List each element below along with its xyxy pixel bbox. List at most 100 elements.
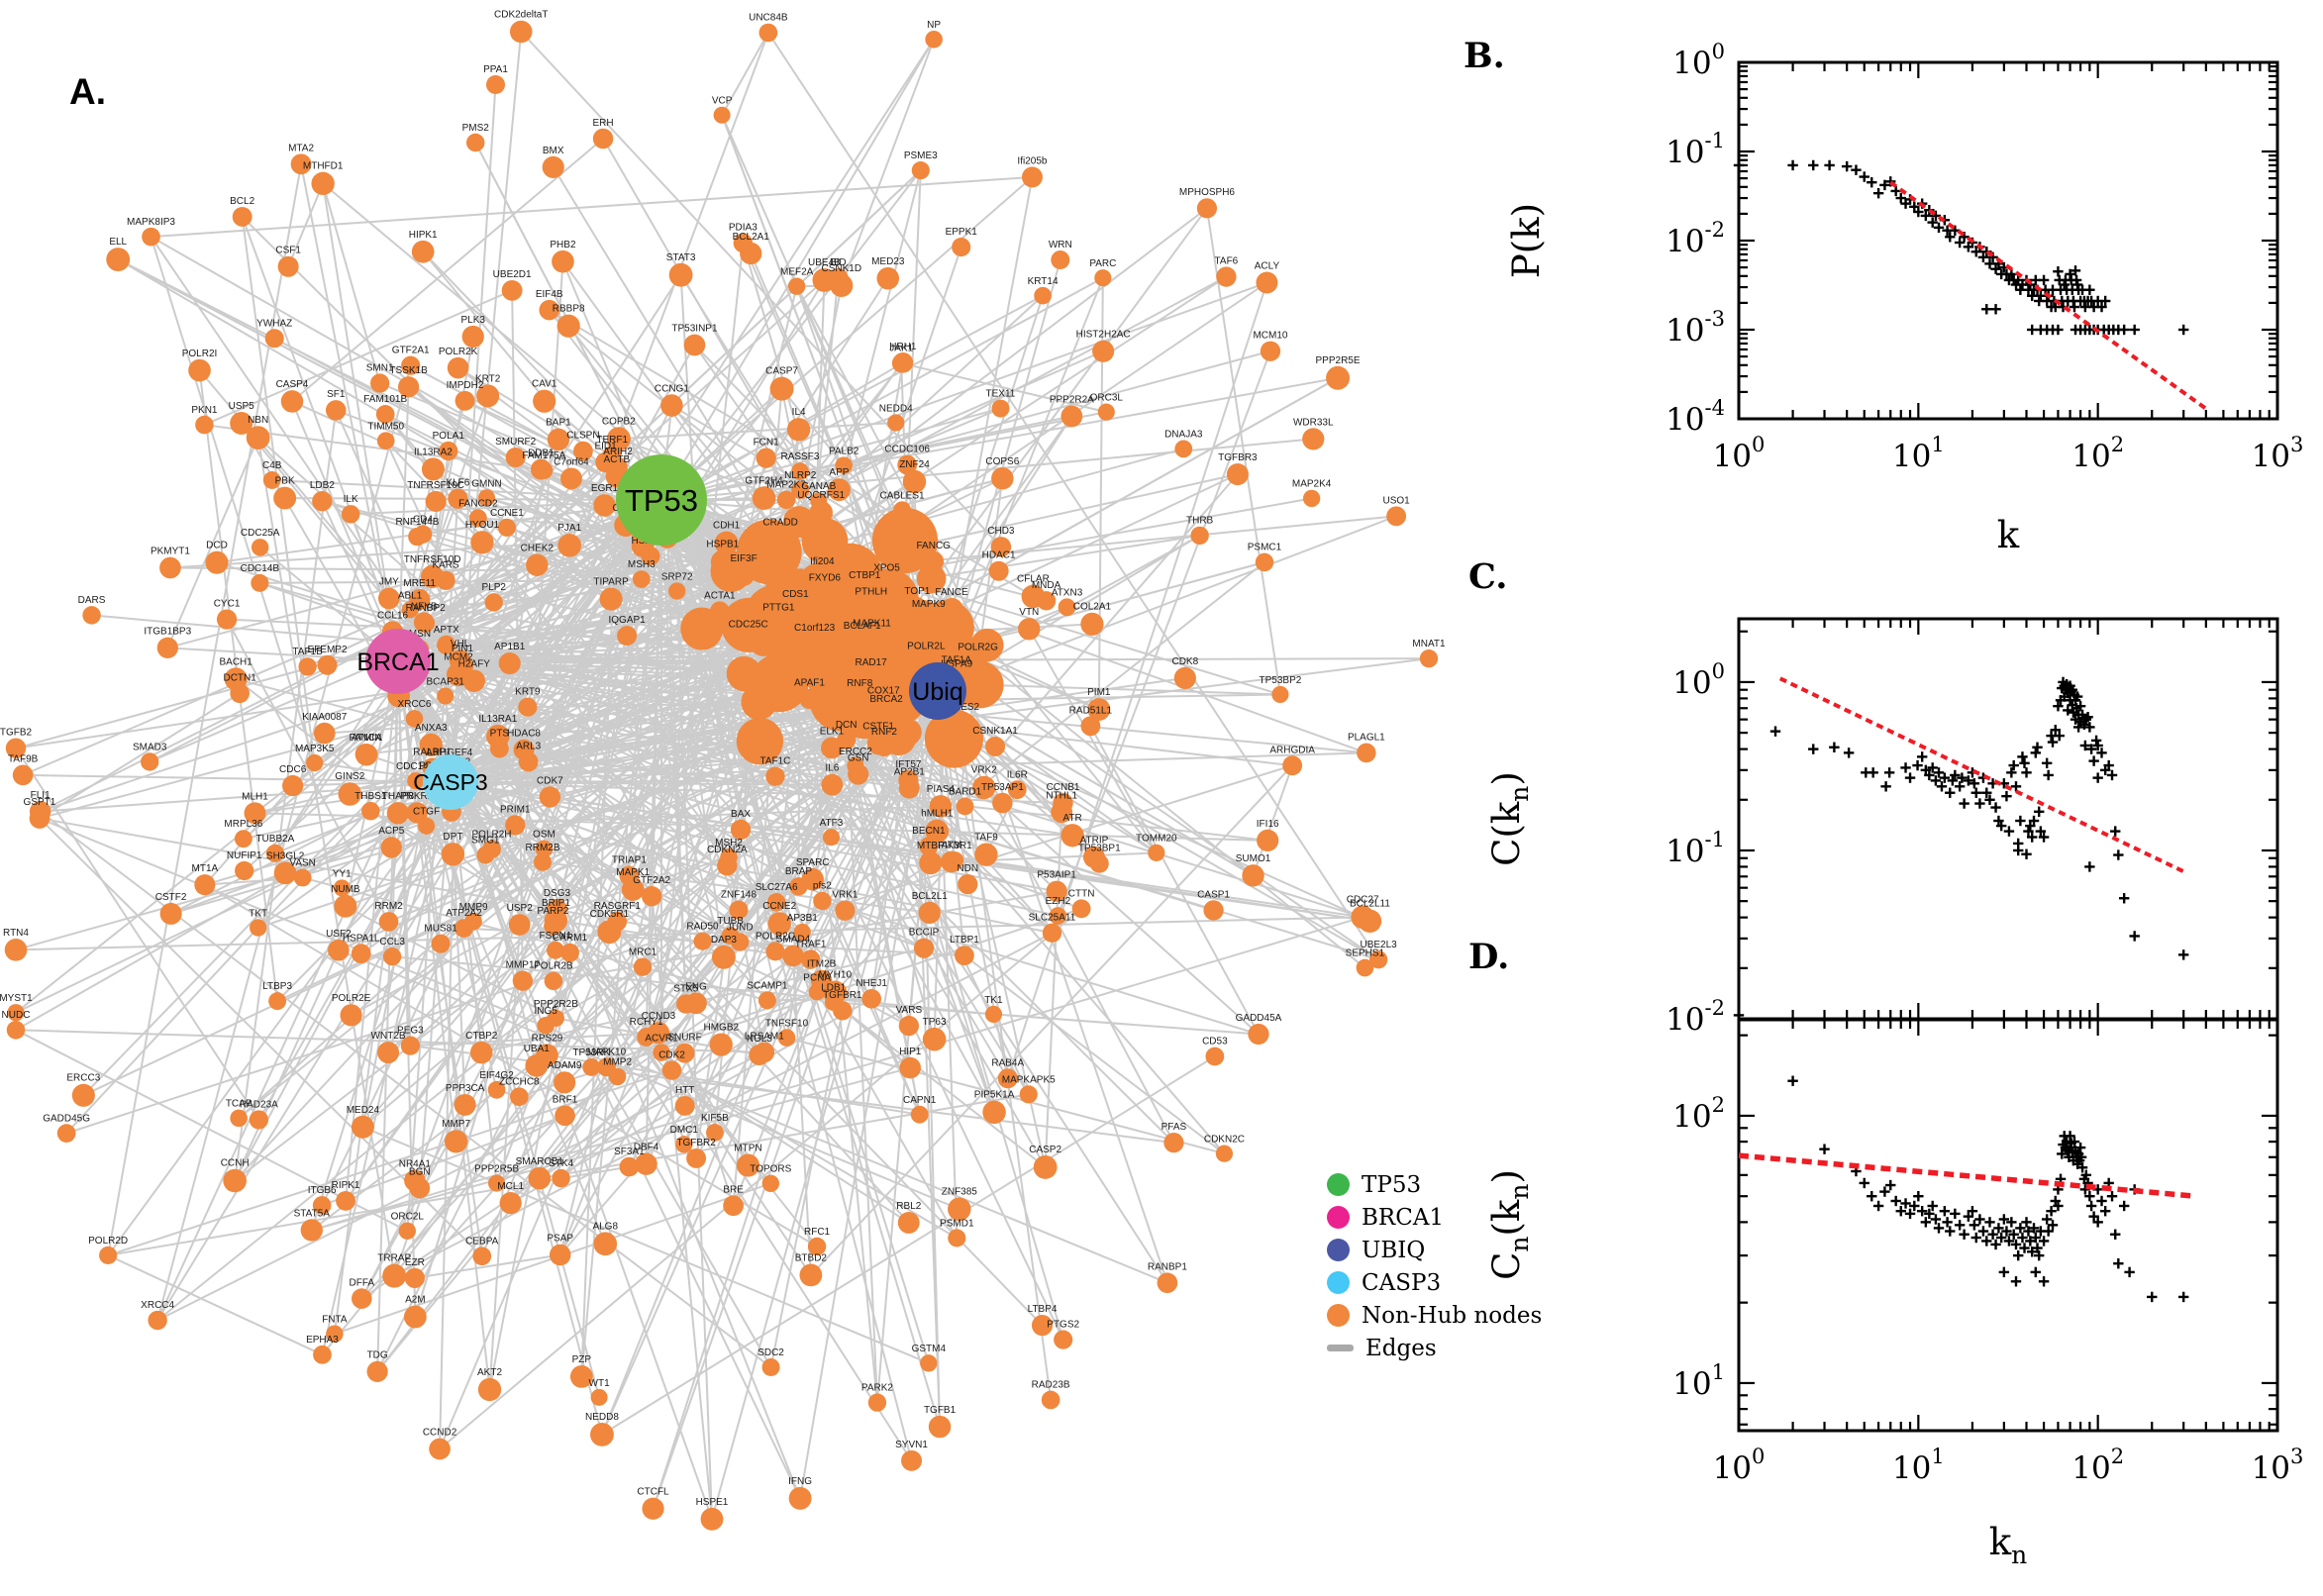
node-label: RPS29 — [532, 1033, 563, 1044]
node-label: ACP5 — [378, 826, 405, 837]
network-node — [354, 744, 376, 765]
network-node — [1087, 698, 1111, 721]
network-node — [454, 390, 475, 411]
node-label: MED24 — [347, 1105, 380, 1116]
node-label: DSG3 — [544, 888, 571, 899]
network-node — [1051, 250, 1070, 270]
node-label: SMN1 — [366, 362, 394, 373]
node-label: JUND — [727, 922, 754, 933]
node-label: RANBP1 — [1148, 1261, 1187, 1272]
node-label: GTF2A1 — [392, 346, 430, 356]
node-label: STAT5A — [294, 1208, 331, 1219]
network-node — [885, 633, 932, 679]
network-node — [997, 1068, 1018, 1089]
node-label: TUBB — [717, 916, 744, 927]
network-node — [590, 1388, 608, 1406]
network-node — [407, 771, 425, 790]
node-label: RAB4A — [991, 1057, 1024, 1068]
network-node — [599, 587, 623, 611]
network-node — [264, 329, 284, 349]
node-label: KRT2 — [475, 373, 501, 384]
network-node — [1060, 405, 1083, 428]
node-label: USP2 — [507, 903, 534, 914]
network-node — [902, 469, 927, 494]
node-label: CDH1 — [713, 521, 741, 532]
node-label: DBF4 — [634, 1142, 659, 1152]
node-label: LDB2 — [310, 480, 335, 491]
network-node — [606, 427, 631, 451]
node-label: MYH10 — [819, 970, 853, 981]
network-node — [378, 587, 400, 610]
network-node — [1089, 853, 1109, 873]
node-label: PPP2R2B — [534, 999, 578, 1010]
node-label: NR4A1 — [399, 1159, 432, 1170]
node-label: EIF4G2 — [479, 1070, 514, 1081]
node-label: PALB2 — [829, 446, 859, 456]
edges-layer — [15, 31, 1430, 1520]
node-label: ERH — [593, 118, 614, 129]
node-label: TGFB1 — [924, 1405, 957, 1416]
node-label: VHL — [451, 639, 470, 649]
node-label: CDKN2C — [1204, 1135, 1245, 1146]
network-node — [787, 277, 806, 295]
network-node — [476, 846, 495, 864]
node-label: TGFBR3 — [1218, 452, 1258, 463]
network-node — [273, 861, 297, 885]
node-label: EID1 — [594, 442, 617, 452]
network-node — [547, 1009, 564, 1027]
node-label: COPS6 — [985, 456, 1019, 467]
hub-brca1 — [365, 629, 431, 694]
network-node — [419, 733, 443, 757]
node-label: AP3B1 — [787, 913, 819, 924]
node-label: RASGRF1 — [594, 901, 642, 912]
network-node — [887, 414, 905, 432]
node-label: EPPK1 — [946, 227, 978, 238]
network-node — [1157, 1272, 1178, 1294]
node-label: BAX — [731, 809, 751, 820]
node-label: PJA1 — [557, 523, 581, 534]
node-label: ACVR1 — [645, 1033, 678, 1044]
node-label: MAPK10 — [587, 1047, 627, 1057]
node-label: EGR1 — [591, 483, 619, 494]
node-label: TP53RK — [572, 1047, 610, 1058]
network-node — [469, 1041, 493, 1064]
node-label: RAD23B — [1032, 1380, 1070, 1391]
node-label: POLR2E — [332, 993, 371, 1004]
node-label: NFYB — [411, 601, 438, 612]
node-label: MEF2A — [780, 267, 814, 278]
network-node — [99, 1246, 118, 1265]
node-label: KRT9 — [515, 687, 541, 698]
network-node — [1071, 899, 1091, 919]
node-label: SEPHS1 — [1346, 948, 1385, 959]
node-label: ORC3L — [1090, 393, 1124, 404]
legend-label: BRCA1 — [1362, 1204, 1445, 1231]
network-node — [472, 1247, 492, 1266]
network-node — [988, 560, 1009, 581]
node-label: SLC27A6 — [756, 882, 798, 893]
node-label: PTGS2 — [1047, 1320, 1079, 1331]
node-swatch-icon — [1327, 1239, 1350, 1261]
network-node — [486, 724, 510, 748]
node-label: VRK1 — [832, 890, 858, 901]
network-node — [765, 942, 785, 961]
node-label: NUMB — [331, 884, 360, 895]
node-label: AP1B1 — [494, 642, 526, 652]
node-label: ARL3 — [516, 742, 541, 752]
node-label: CTBP1 — [849, 570, 881, 581]
node-swatch-icon — [1327, 1271, 1350, 1294]
network-node — [758, 23, 778, 43]
node-label: PKN1 — [191, 405, 218, 416]
network-node — [635, 1152, 657, 1175]
network-node — [723, 1195, 744, 1217]
node-label: RRM2 — [374, 901, 403, 912]
node-label: P53AIP1 — [1037, 870, 1076, 881]
node-label: GTF2H4 — [745, 475, 783, 486]
network-node — [922, 1027, 947, 1051]
node-label: OSM — [533, 830, 556, 841]
network-node — [378, 912, 399, 932]
node-label: CDC27 — [1347, 895, 1379, 906]
network-node — [920, 1354, 938, 1372]
network-node — [680, 607, 724, 650]
node-label: FLI1 — [31, 790, 50, 801]
network-node — [897, 1212, 920, 1234]
